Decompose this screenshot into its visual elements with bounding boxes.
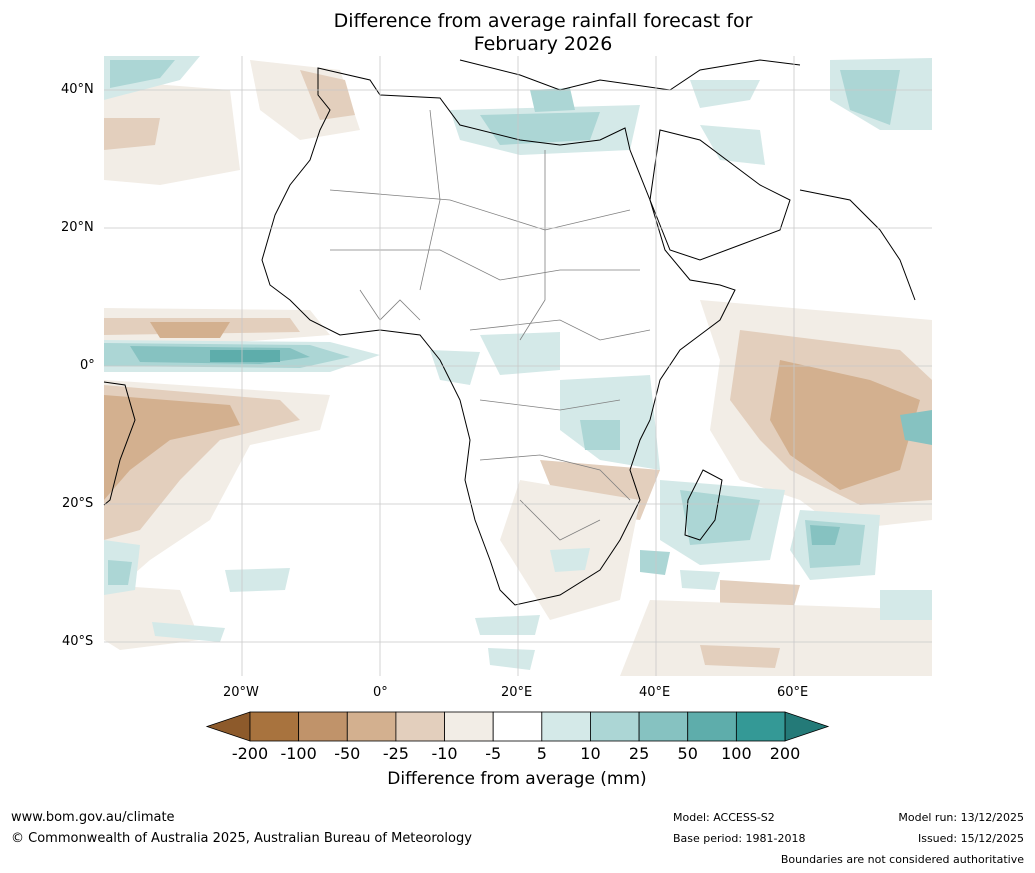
- colorbar-tick-label: 200: [769, 744, 801, 763]
- lon-tick-20w: 20°W: [223, 685, 259, 700]
- colorbar: [205, 711, 830, 742]
- title-line-1: Difference from average rainfall forecas…: [333, 10, 753, 32]
- footer-model: Model: ACCESS-S2: [673, 811, 775, 824]
- lon-tick-40e: 40°E: [639, 685, 671, 700]
- colorbar-tick-label: 100: [721, 744, 752, 763]
- south-america-coastline: [103, 381, 136, 506]
- colorbar-tick-label: -200: [231, 744, 269, 763]
- footer-model-run: Model run: 13/12/2025: [898, 811, 1024, 824]
- footer-copyright: © Commonwealth of Australia 2025, Austra…: [11, 831, 472, 846]
- europe-coastline: [459, 59, 801, 91]
- lat-tick-40s: 40°S: [62, 634, 94, 649]
- footer-disclaimer: Boundaries are not considered authoritat…: [780, 853, 1024, 866]
- wet-anomaly-regions: [104, 56, 932, 670]
- colorbar-segment: [590, 711, 640, 742]
- colorbar-tick-label: -100: [280, 744, 317, 763]
- colorbar-tick-label: 10: [580, 744, 601, 763]
- colorbar-segment: [735, 711, 786, 742]
- graticule: [104, 56, 932, 676]
- africa-coastline: [261, 67, 736, 606]
- lon-tick-0: 0°: [373, 685, 388, 700]
- lat-tick-20n: 20°N: [61, 220, 94, 235]
- lat-tick-0: 0°: [80, 358, 95, 373]
- footer-website[interactable]: www.bom.gov.au/climate: [11, 810, 175, 825]
- colorbar-tick-label: 25: [628, 744, 650, 763]
- colorbar-segment: [638, 711, 689, 742]
- title-line-2: February 2026: [473, 33, 613, 55]
- coastlines: [103, 59, 916, 606]
- footer-base-period: Base period: 1981-2018: [673, 832, 806, 845]
- colorbar-tick-label: -10: [431, 744, 458, 763]
- colorbar-over-arrow: [784, 711, 830, 742]
- colorbar-tick-label: 5: [536, 744, 547, 763]
- arabia-coastline: [649, 129, 791, 261]
- colorbar-segment: [346, 711, 397, 742]
- colorbar-under-arrow: [205, 711, 251, 742]
- chart-title: Difference from average rainfall forecas…: [0, 10, 1035, 56]
- colorbar-segment: [395, 711, 445, 742]
- colorbar-tick-label: -25: [382, 744, 409, 763]
- anomaly-fields: [104, 56, 932, 676]
- colorbar-title: Difference from average (mm): [387, 769, 647, 789]
- colorbar-segment: [249, 711, 300, 742]
- colorbar-segment: [492, 711, 543, 742]
- madagascar-coastline: [684, 469, 723, 541]
- colorbar-tick-label: 50: [677, 744, 698, 763]
- colorbar-tick-label: -5: [485, 744, 502, 763]
- footer-issued: Issued: 15/12/2025: [917, 832, 1024, 845]
- colorbar-tick-label: -50: [334, 744, 361, 763]
- country-borders: [329, 109, 651, 541]
- lon-tick-60e: 60°E: [777, 685, 809, 700]
- colorbar-segment: [298, 711, 348, 742]
- colorbar-segment: [687, 711, 737, 742]
- colorbar-segment: [541, 711, 591, 742]
- asia-coastline: [799, 189, 916, 301]
- lat-tick-20s: 20°S: [62, 496, 94, 511]
- colorbar-segment: [444, 711, 494, 742]
- lon-tick-20e: 20°E: [501, 685, 533, 700]
- lat-tick-40n: 40°N: [61, 82, 94, 97]
